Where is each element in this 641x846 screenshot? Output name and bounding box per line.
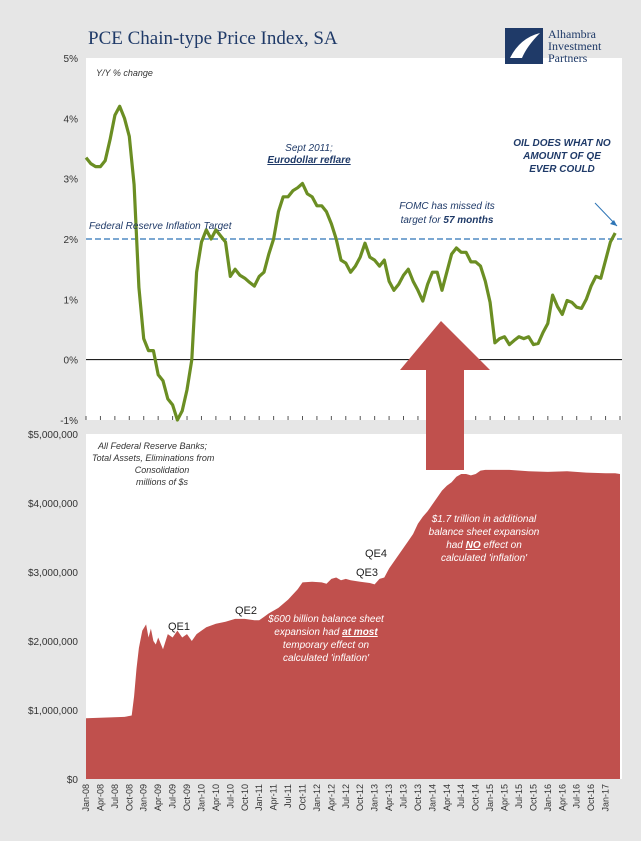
oil-annotation-line-3: EVER COULD [529, 164, 595, 175]
logo-swoosh [510, 33, 540, 58]
qe3-annotation-line-2: balance sheet expansion [429, 527, 540, 538]
qe3-annotation-line-3: had NO effect on [446, 540, 522, 551]
balance-sheet-area [86, 469, 620, 779]
sept-2011-annotation-line-2: Eurodollar reflare [267, 155, 351, 166]
x-tick-label: Jan-10 [197, 784, 207, 812]
qe2-label: QE2 [235, 605, 257, 617]
x-tick-label: Oct-08 [124, 784, 134, 811]
x-tick-label: Oct-11 [298, 784, 308, 810]
top-y-tick-label: 1% [64, 295, 79, 306]
company-logo: Alhambra Investment Partners [505, 27, 602, 65]
balance-sheet-caption-line-2: Total Assets, Eliminations from [92, 453, 215, 463]
x-tick-label: Jul-12 [341, 784, 351, 809]
fomc-annotation-months: 57 months [443, 215, 493, 226]
x-tick-label: Oct-13 [413, 784, 423, 811]
qe2-annotation-line-4: calculated 'inflation' [283, 653, 370, 664]
top-y-tick-label: 2% [64, 235, 79, 246]
qe3-annotation-line-4: calculated 'inflation' [441, 553, 528, 564]
x-tick-label: Apr-14 [442, 784, 452, 811]
sept-2011-annotation-line-1: Sept 2011; [285, 143, 333, 154]
x-tick-label: Jul-10 [225, 784, 235, 809]
target-line-label: Federal Reserve Inflation Target [89, 221, 233, 232]
x-tick-label: Jul-16 [572, 784, 582, 809]
x-tick-label: Jan-13 [370, 784, 380, 812]
x-tick-label: Apr-11 [269, 784, 279, 810]
x-tick-label: Jan-15 [485, 784, 495, 812]
x-tick-label: Jul-08 [110, 784, 120, 809]
x-tick-label: Jan-17 [601, 784, 611, 812]
qe3-label: QE3 [356, 567, 378, 579]
bottom-y-tick-label: $3,000,000 [28, 568, 78, 579]
qe2-annotation-prefix: expansion had [274, 627, 342, 638]
x-tick-label: Oct-16 [586, 784, 596, 811]
oil-annotation-line-2: AMOUNT OF QE [522, 151, 601, 162]
bottom-y-tick-label: $4,000,000 [28, 499, 78, 510]
x-tick-label: Jul-09 [168, 784, 178, 809]
qe1-label: QE1 [168, 621, 190, 633]
top-y-tick-label: 5% [64, 54, 79, 65]
x-tick-label: Jan-09 [139, 784, 149, 812]
x-tick-label: Oct-15 [528, 784, 538, 811]
x-tick-label: Jan-14 [427, 784, 437, 812]
logo-line-1: Alhambra [548, 27, 597, 41]
balance-sheet-caption-line-1: All Federal Reserve Banks; [97, 441, 208, 451]
x-tick-label: Oct-12 [355, 784, 365, 811]
x-tick-label: Apr-10 [211, 784, 221, 811]
x-tick-label: Jul-14 [456, 784, 466, 809]
big-up-arrow [400, 321, 490, 470]
x-tick-label: Oct-10 [240, 784, 250, 811]
bottom-y-tick-label: $1,000,000 [28, 706, 78, 717]
qe3-annotation-prefix: had [446, 540, 465, 551]
oil-annotation-arrowhead [610, 220, 617, 226]
fomc-annotation-line-1: FOMC has missed its [399, 201, 495, 212]
pce-yoy-line [84, 104, 617, 422]
top-y-tick-label: 4% [64, 114, 79, 125]
logo-line-2: Investment [548, 39, 602, 53]
chart-title: PCE Chain-type Price Index, SA [88, 28, 338, 49]
x-tick-label: Jul-15 [514, 784, 524, 809]
top-y-tick-label: -1% [60, 416, 78, 427]
x-tick-label: Apr-15 [500, 784, 510, 811]
x-tick-label: Oct-09 [182, 784, 192, 811]
bottom-y-tick-label: $2,000,000 [28, 637, 78, 648]
qe2-annotation-emphasis: at most [342, 627, 378, 638]
bottom-y-tick-label: $5,000,000 [28, 430, 78, 441]
x-tick-label: Jul-11 [283, 784, 293, 808]
x-tick-label: Jan-12 [312, 784, 322, 812]
top-y-axis-label: Y/Y % change [96, 68, 153, 78]
oil-annotation-line-1: OIL DOES WHAT NO [513, 138, 611, 149]
x-tick-label: Apr-08 [95, 784, 105, 811]
balance-sheet-caption-line-4: millions of $s [136, 477, 189, 487]
qe3-annotation-suffix: effect on [481, 540, 523, 551]
top-y-tick-label: 3% [64, 175, 79, 186]
x-tick-label: Jul-13 [399, 784, 409, 809]
balance-sheet-caption-line-3: Consolidation [135, 465, 190, 475]
qe2-annotation-line-1: $600 billion balance sheet [267, 614, 385, 625]
qe3-annotation-line-1: $1.7 trillion in additional [431, 514, 537, 525]
x-tick-label: Apr-09 [153, 784, 163, 811]
x-tick-label: Jan-16 [543, 784, 553, 812]
x-tick-label: Apr-16 [557, 784, 567, 811]
fomc-annotation-line-2: target for 57 months [401, 215, 494, 226]
qe2-annotation-line-2: expansion had at most [274, 627, 378, 638]
qe4-label: QE4 [365, 548, 387, 560]
x-tick-label: Jan-11 [254, 784, 264, 811]
top-y-tick-label: 0% [64, 356, 79, 367]
x-tick-label: Apr-12 [326, 784, 336, 811]
x-tick-label: Oct-14 [471, 784, 481, 811]
qe3-annotation-emphasis: NO [466, 540, 481, 551]
bottom-y-tick-label: $0 [67, 775, 79, 786]
x-tick-label: Jan-08 [81, 784, 91, 812]
x-tick-label: Apr-13 [384, 784, 394, 811]
qe2-annotation-line-3: temporary effect on [283, 640, 370, 651]
fomc-annotation-prefix: target for [401, 215, 444, 226]
logo-line-3: Partners [548, 51, 588, 65]
